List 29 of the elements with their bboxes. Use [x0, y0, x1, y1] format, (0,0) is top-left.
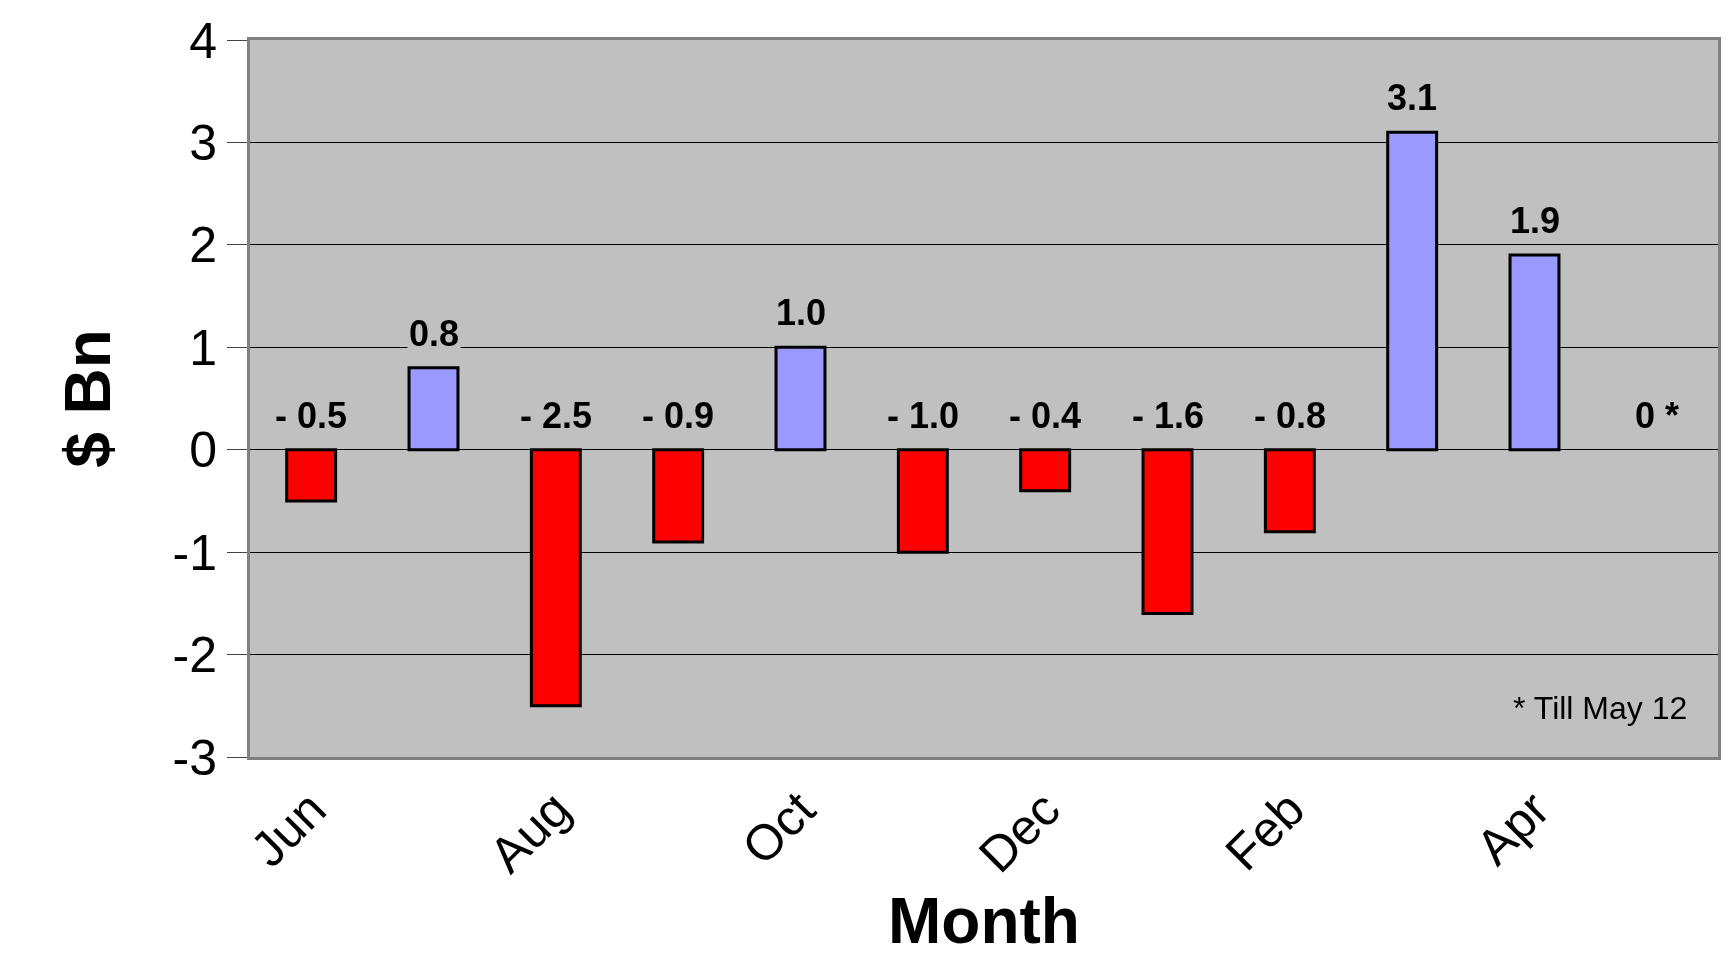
data-label: 3.1 [1387, 77, 1438, 118]
y-tick-label: 2 [189, 217, 217, 274]
data-label: 1.0 [776, 292, 827, 333]
data-label: - 0.9 [642, 395, 715, 436]
x-tick-label: Oct [731, 780, 827, 876]
data-label: - 0.8 [1254, 395, 1327, 436]
data-label: - 1.0 [887, 395, 960, 436]
data-label: 0 * [1635, 395, 1680, 436]
data-label: - 0.4 [1009, 395, 1082, 436]
data-label: 1.9 [1510, 200, 1561, 241]
data-label: 0.8 [409, 313, 460, 354]
x-tick-label: Jun [240, 780, 337, 878]
y-tick-label: -3 [172, 729, 217, 786]
x-tick-label: Feb [1214, 780, 1316, 882]
x-tick-label: Dec [968, 780, 1071, 884]
y-tick-label: 4 [189, 12, 217, 69]
data-label: - 2.5 [520, 395, 593, 436]
x-axis-title: Month [888, 885, 1080, 957]
data-label: - 0.5 [275, 395, 348, 436]
y-tick-label: -2 [172, 627, 217, 684]
y-tick-label: -1 [172, 524, 217, 581]
x-tick-label: Aug [478, 780, 582, 884]
x-tick-label: Apr [1465, 780, 1560, 876]
y-tick-label: 0 [189, 422, 217, 479]
data-label: - 1.6 [1132, 395, 1205, 436]
annotation: * Till May 12 [1513, 690, 1688, 726]
y-tick-label: 3 [189, 114, 217, 171]
y-axis-title: $ Bn [52, 329, 124, 468]
y-tick-label: 1 [189, 319, 217, 376]
